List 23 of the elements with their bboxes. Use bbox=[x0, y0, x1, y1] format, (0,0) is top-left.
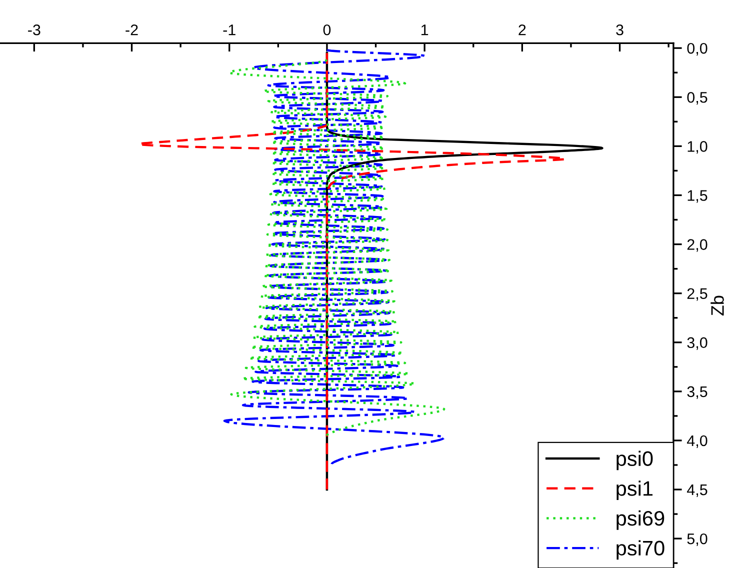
legend-label: psi0 bbox=[616, 450, 653, 470]
x-tick-label: 3 bbox=[616, 24, 624, 36]
y-tick-label: 4,5 bbox=[686, 484, 708, 498]
y-tick-label: 3,5 bbox=[687, 386, 708, 399]
x-tick-label: -3 bbox=[28, 24, 40, 36]
y-tick-label: 1,0 bbox=[688, 141, 708, 154]
y-axis-title: Zb bbox=[710, 296, 724, 316]
y-tick-label: 2,0 bbox=[687, 239, 708, 252]
legend-label: psi1 bbox=[616, 480, 653, 500]
x-tick-label: -1 bbox=[223, 24, 236, 36]
y-tick-label: 0,0 bbox=[687, 42, 708, 56]
y-tick-label: 1,5 bbox=[688, 190, 708, 203]
x-tick-label: 2 bbox=[518, 24, 526, 36]
legend-label: psi70 bbox=[616, 540, 664, 560]
legend-label: psi69 bbox=[616, 510, 664, 530]
y-tick-label: 0,5 bbox=[687, 92, 708, 105]
x-tick-label: -2 bbox=[126, 24, 138, 36]
y-tick-label: 2,5 bbox=[687, 288, 708, 301]
y-tick-label: 3,0 bbox=[687, 337, 708, 350]
y-tick-label: 5,0 bbox=[687, 533, 708, 546]
y-tick-label: 4,0 bbox=[686, 435, 708, 448]
x-tick-label: 0 bbox=[323, 24, 331, 36]
x-tick-label: 1 bbox=[421, 24, 428, 36]
